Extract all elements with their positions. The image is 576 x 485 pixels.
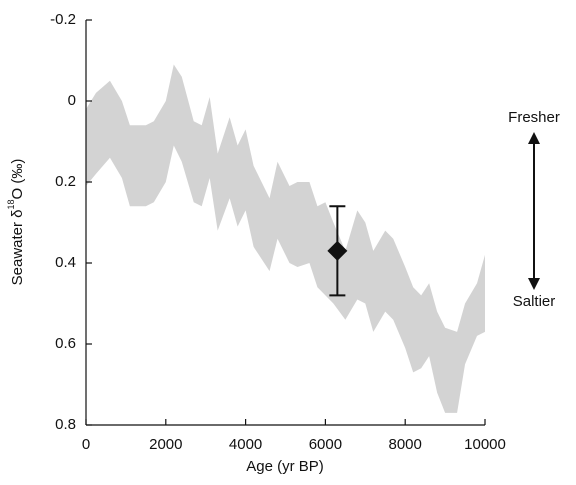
y-tick-label: -0.2: [50, 11, 76, 28]
y-tick-label: 0: [68, 92, 76, 109]
range-band: [86, 64, 485, 413]
annotation: Fresher: [508, 109, 560, 126]
y-axis-label-text: Seawater δ: [9, 209, 26, 285]
y-tick-label: 0.6: [55, 335, 76, 352]
x-tick-label: 0: [82, 436, 90, 453]
x-tick-label: 8000: [389, 436, 422, 453]
data-point: [327, 240, 348, 261]
x-tick-label: 4000: [229, 436, 262, 453]
y-axis-label-tail: O (‰): [9, 159, 26, 200]
x-tick-label: 2000: [149, 436, 182, 453]
x-axis-label: Age (yr BP): [246, 458, 324, 475]
y-axis-label-sup: 18: [6, 199, 16, 209]
arrow-head: [528, 278, 540, 290]
arrow-head: [528, 132, 540, 144]
x-tick-label: 6000: [309, 436, 342, 453]
annotation: Saltier: [513, 293, 556, 310]
y-tick-label: 0.2: [55, 173, 76, 190]
y-tick-label: 0.4: [55, 254, 76, 271]
y-axis-label: Seawater δ18O (‰): [6, 159, 26, 286]
x-tick-label: 10000: [464, 436, 506, 453]
y-tick-label: 0.8: [55, 416, 76, 433]
